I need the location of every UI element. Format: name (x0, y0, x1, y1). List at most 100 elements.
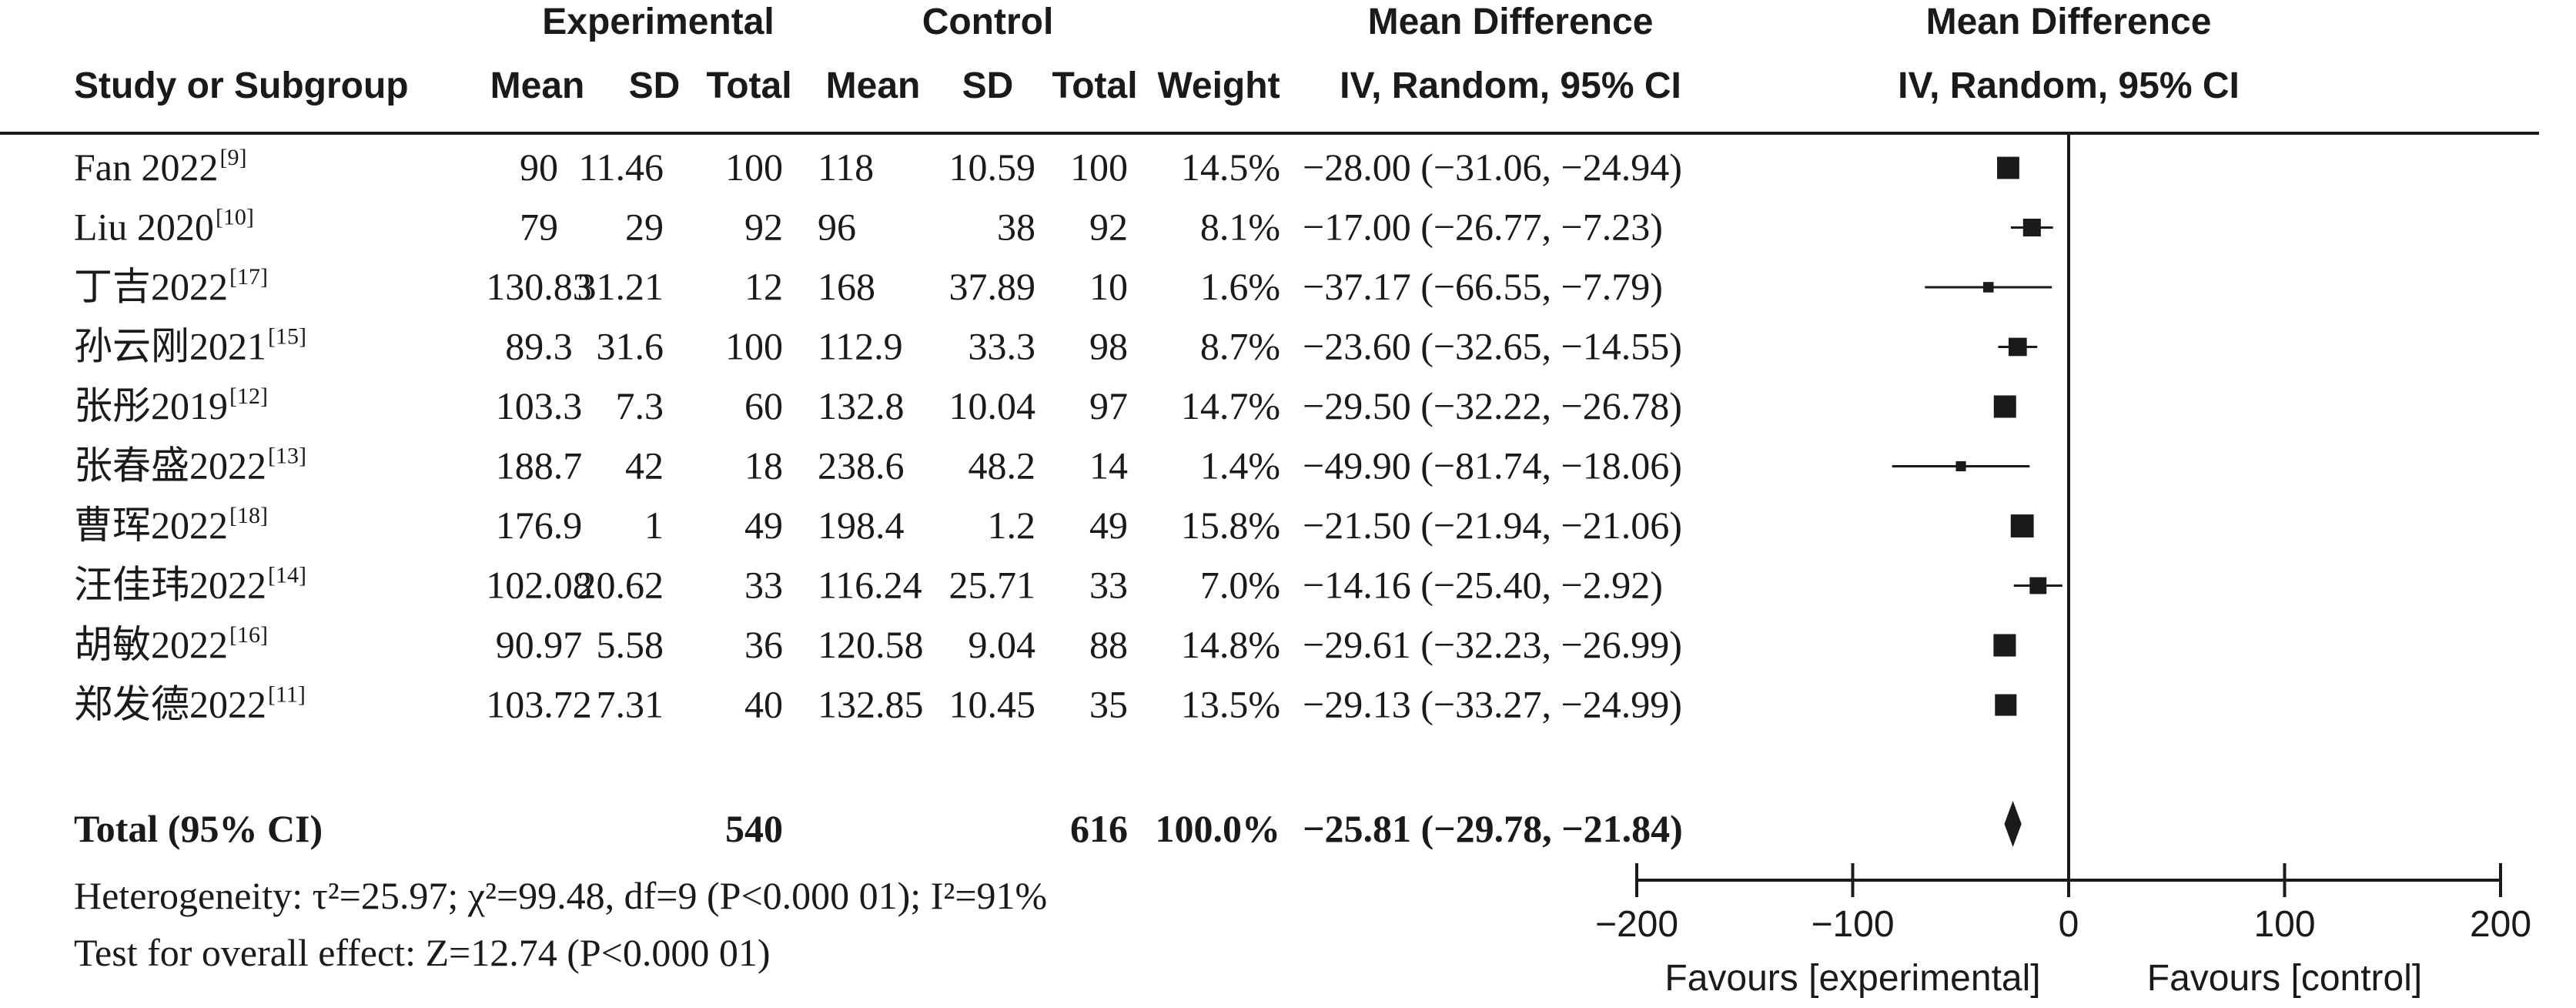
exp-sd: 31.21 (577, 265, 664, 308)
exp-total: 18 (744, 444, 783, 487)
table-row: 张彤2019 [12] 103.3 7.3 60 132.8 10.04 97 14.7% −29… (74, 383, 1682, 427)
point-estimate-square (1982, 282, 1994, 293)
study-reference: [11] (268, 682, 306, 708)
point-estimate-square (1995, 694, 2017, 716)
exp-sd: 7.31 (597, 683, 664, 726)
exp-total: 100 (725, 146, 783, 189)
ctrl-sd: 33.3 (969, 325, 1036, 368)
study-reference: [12] (229, 383, 268, 409)
total-row: Total (95% CI) 540 616 100.0% −25.81 (−29.78… (74, 807, 1683, 850)
ctrl-total: 10 (1089, 265, 1128, 308)
ctrl-sd: 10.04 (949, 384, 1036, 427)
point-estimate-square (1993, 634, 2016, 657)
exp-mean: 90.97 (496, 623, 583, 666)
ctrl-mean: 96 (818, 206, 856, 249)
total-exp-total: 540 (725, 807, 783, 850)
favours-control-label: Favours [control] (2147, 958, 2422, 999)
mean-difference-ci: −37.17 (−66.55, −7.79) (1303, 265, 1663, 308)
mean-difference-ci: −14.16 (−25.40, −2.92) (1303, 564, 1663, 607)
ctrl-sd: 10.45 (949, 683, 1036, 726)
point-estimate-square (2010, 514, 2034, 537)
ctrl-mean: 132.8 (818, 384, 905, 427)
exp-total: 49 (744, 504, 783, 547)
header-control: Control (922, 2, 1054, 42)
plot-area: −200 −100 0 100 200 Favours [experimental] Fav… (1595, 133, 2531, 999)
exp-sd: 11.46 (578, 146, 664, 189)
ctrl-sd: 1.2 (988, 504, 1036, 547)
ctrl-total: 35 (1089, 683, 1128, 726)
exp-sd: 5.58 (597, 623, 664, 666)
x-tick-label: −100 (1811, 904, 1894, 945)
ctrl-total: 88 (1089, 623, 1128, 666)
mean-difference-ci: −29.61 (−32.23, −26.99) (1303, 623, 1682, 666)
header-method: IV, Random, 95% CI (1340, 65, 1681, 106)
table-row: 孙云刚2021 [15] 89.3 31.6 100 112.9 33.3 98 8.7% −23… (74, 324, 1682, 368)
overall-effect-text: Test for overall effect: Z=12.74 (P<0.00… (74, 931, 771, 974)
weight: 8.7% (1200, 325, 1280, 368)
exp-mean: 103.3 (496, 384, 583, 427)
study-reference: [16] (229, 622, 268, 648)
favours-experimental-label: Favours [experimental] (1664, 958, 2040, 999)
ctrl-mean: 116.24 (818, 564, 922, 607)
ctrl-total: 92 (1089, 206, 1128, 249)
exp-total: 40 (744, 683, 783, 726)
exp-mean: 130.83 (486, 265, 592, 308)
ctrl-total: 98 (1089, 325, 1128, 368)
x-tick-label: 200 (2470, 904, 2531, 945)
header-exp-mean: Mean (490, 65, 585, 106)
ctrl-sd: 25.71 (949, 564, 1036, 607)
point-estimate-square (2029, 577, 2047, 594)
point-estimate-square (1997, 156, 2019, 179)
header-mean-difference-plot: Mean Difference (1926, 2, 2212, 42)
mean-difference-ci: −29.13 (−33.27, −24.99) (1303, 683, 1682, 726)
exp-sd: 20.62 (577, 564, 664, 607)
ctrl-total: 14 (1089, 444, 1128, 487)
study-name: 胡敏2022 (74, 623, 228, 666)
table-row: 胡敏2022 [16] 90.97 5.58 36 120.58 9.04 88 14.8% −2… (74, 622, 1682, 666)
exp-mean: 102.08 (486, 564, 592, 607)
point-estimate-square (1993, 395, 2016, 418)
table-row: 张春盛2022 [13] 188.7 42 18 238.6 48.2 14 1.4% −49.9… (74, 444, 1682, 487)
header-ctrl-total: Total (1052, 65, 1137, 106)
study-marker (1925, 282, 2052, 293)
ctrl-sd: 9.04 (969, 623, 1036, 666)
header-ctrl-mean: Mean (826, 65, 921, 106)
study-marker (1995, 694, 2017, 716)
heterogeneity-text: Heterogeneity: τ²=25.97; χ²=99.48, df=9 … (74, 874, 1047, 917)
ctrl-total: 100 (1070, 146, 1128, 189)
ctrl-sd: 10.59 (949, 146, 1036, 189)
exp-mean: 89.3 (505, 325, 573, 368)
exp-mean: 90 (520, 146, 558, 189)
exp-sd: 29 (625, 206, 664, 249)
study-name: 郑发德2022 (74, 683, 266, 726)
exp-sd: 1 (644, 504, 664, 547)
study-marker (1993, 395, 2016, 418)
study-name: Liu 2020 (74, 206, 214, 249)
header-experimental: Experimental (542, 2, 774, 42)
study-name: Fan 2022 (74, 146, 219, 189)
table-row: 郑发德2022 [11] 103.72 7.31 40 132.85 10.45 35 13.5… (74, 682, 1682, 726)
mean-difference-ci: −49.90 (−81.74, −18.06) (1303, 444, 1682, 487)
ctrl-total: 97 (1089, 384, 1128, 427)
table-row: 曹珲2022 [18] 176.9 1 49 198.4 1.2 49 15.8% −21.50 … (74, 503, 1682, 547)
exp-total: 100 (725, 325, 783, 368)
weight: 7.0% (1200, 564, 1280, 607)
header-exp-sd: SD (629, 65, 681, 106)
total-weight: 100.0% (1156, 807, 1281, 850)
total-ci: −25.81 (−29.78, −21.84) (1303, 807, 1683, 850)
point-estimate-square (1955, 460, 1966, 472)
ctrl-sd: 48.2 (969, 444, 1036, 487)
header-ctrl-sd: SD (962, 65, 1014, 106)
weight: 1.4% (1200, 444, 1280, 487)
total-label: Total (95% CI) (74, 807, 323, 850)
study-reference: [13] (268, 444, 306, 469)
exp-total: 60 (744, 384, 783, 427)
total-ctrl-total: 616 (1070, 807, 1128, 850)
study-reference: [15] (268, 324, 306, 350)
study-rows: Fan 2022 [9] 90 11.46 100 118 10.59 100 14.5% −28… (74, 145, 1683, 850)
mean-difference-ci: −28.00 (−31.06, −24.94) (1303, 146, 1682, 189)
study-marker (2010, 514, 2034, 537)
exp-mean: 176.9 (496, 504, 583, 547)
study-reference: [14] (268, 563, 306, 588)
